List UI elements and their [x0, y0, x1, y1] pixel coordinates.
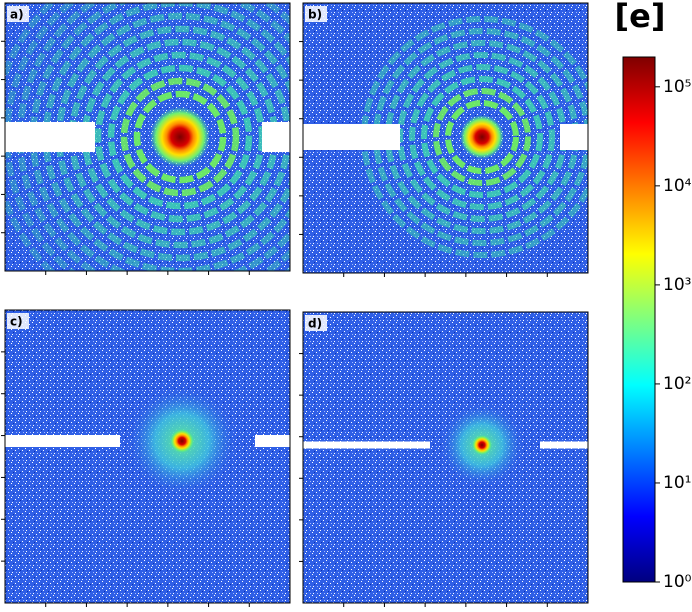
panel-label: c): [10, 315, 23, 329]
panel: a): [1, 2, 291, 275]
core: [150, 107, 210, 167]
fringe: [133, 90, 227, 184]
heatmap-image: [303, 312, 588, 603]
beamstop-shadow: [560, 124, 588, 150]
label-bg: [305, 315, 327, 331]
panel: b): [299, 2, 589, 277]
panel-label: b): [308, 8, 322, 22]
colorbar-tick-label: 10⁰: [663, 572, 692, 592]
beamstop-shadow: [262, 122, 290, 152]
colorbar-tick-label: 10²: [663, 374, 691, 394]
frame: [302, 2, 589, 274]
colorbar-label: [e]: [615, 0, 666, 35]
colorbar-tick-label: 10¹: [663, 473, 691, 493]
panels: a) b) c) d): [1, 2, 589, 607]
label-bg: [7, 313, 29, 329]
colorbar-tick-label: 10⁴: [663, 176, 692, 196]
fringe: [433, 88, 531, 186]
panel: d): [299, 311, 589, 607]
beamstop-shadow: [255, 435, 290, 447]
core: [170, 429, 194, 453]
frame: [4, 2, 291, 272]
colorbar-tick-label: 10³: [663, 275, 691, 295]
fringe: [120, 77, 240, 197]
core: [472, 435, 492, 455]
beamstop-shadow: [303, 441, 430, 449]
core: [460, 115, 504, 159]
panel-label: a): [10, 8, 24, 22]
fringe: [409, 64, 555, 210]
label-bg: [305, 6, 327, 22]
colorbar: [622, 56, 656, 583]
panel: c): [1, 309, 291, 607]
beamstop-shadow: [303, 124, 400, 150]
fringe: [445, 100, 519, 174]
colorbar-tick-label: 10⁵: [663, 77, 691, 97]
heatmap-image: [5, 3, 290, 271]
label-bg: [7, 6, 29, 22]
frame: [4, 309, 291, 604]
beamstop-shadow: [5, 122, 95, 152]
fringe: [107, 64, 253, 210]
beamstop-shadow: [540, 441, 588, 449]
beamstop-shadow: [5, 435, 120, 447]
heatmap-image: [303, 3, 588, 273]
frame: [302, 311, 589, 604]
heatmap-image: [5, 310, 290, 603]
panel-label: d): [308, 317, 322, 331]
fringe: [421, 76, 543, 198]
